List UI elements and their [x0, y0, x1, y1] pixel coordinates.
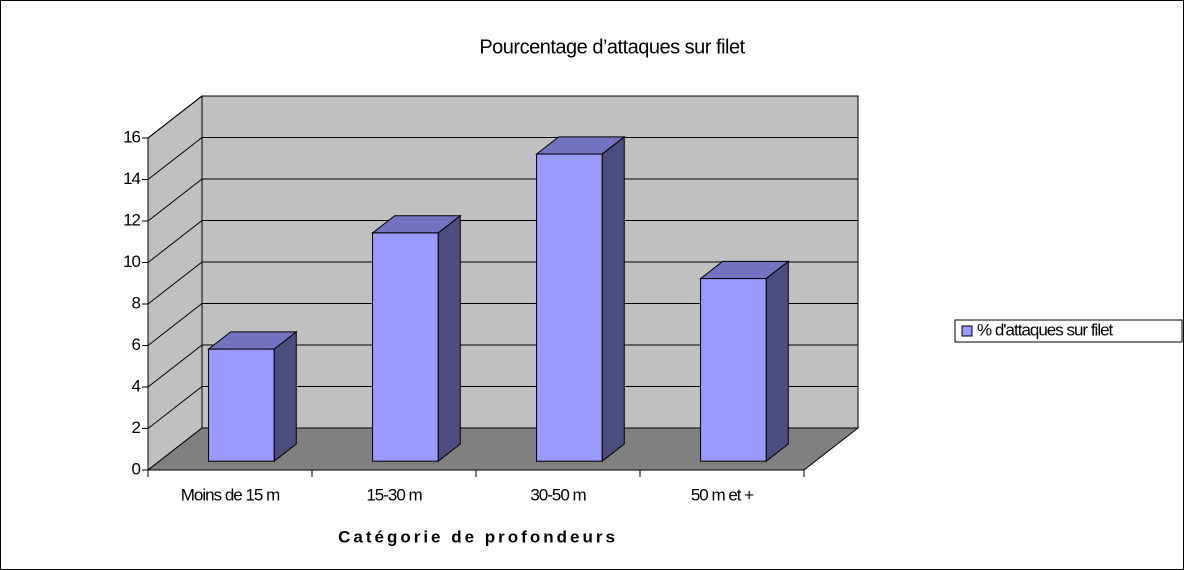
legend-box: [954, 319, 1183, 343]
bar: [700, 278, 767, 462]
legend-swatch: [961, 325, 973, 337]
bar: [208, 348, 275, 462]
y-tick-label: 12: [123, 210, 140, 229]
x-tick-label: 15-30 m: [366, 485, 422, 504]
grid-line: [147, 137, 858, 180]
y-tick-label: 0: [132, 459, 141, 478]
bar-side: [273, 330, 297, 463]
bar: [536, 153, 603, 462]
y-tick-label: 16: [123, 127, 140, 146]
y-tick-label: 10: [123, 252, 140, 271]
y-tick-label: 14: [123, 169, 140, 188]
x-tick-label: 30-50 m: [530, 485, 586, 504]
bar-side: [601, 135, 625, 463]
grid-line: [147, 386, 858, 429]
x-tick-label: 50 m et +: [691, 485, 754, 504]
y-tick-label: 4: [132, 376, 141, 395]
grid-line: [147, 220, 858, 263]
y-tick-label: 8: [132, 293, 141, 312]
bar-side: [765, 260, 789, 463]
legend-label: % d'attaques sur filet: [977, 320, 1114, 339]
x-axis-title: Catégorie de profondeurs: [338, 527, 618, 546]
grid-line: [147, 95, 858, 139]
bar: [372, 232, 439, 462]
grid-line: [147, 303, 858, 346]
x-tick-label: Moins de 15 m: [181, 485, 280, 504]
chart-title: Pourcentage d’attaques sur filet: [479, 36, 745, 58]
grid-line: [147, 344, 858, 388]
grid-line: [147, 178, 858, 222]
bar-side: [437, 214, 461, 463]
y-tick-label: 2: [132, 418, 141, 437]
grid-line: [147, 261, 858, 305]
y-tick-label: 6: [132, 335, 141, 354]
